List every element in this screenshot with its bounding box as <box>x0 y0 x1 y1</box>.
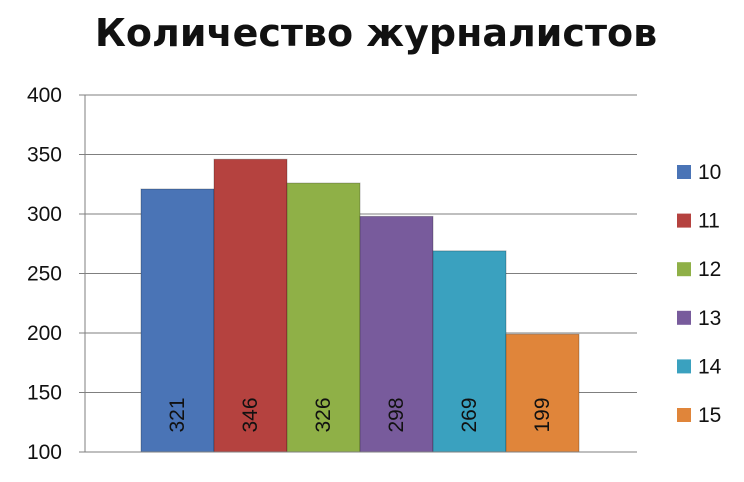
bar-14 <box>432 250 507 453</box>
bar-15 <box>505 333 580 453</box>
chart-title: Количество журналистов <box>95 11 657 55</box>
legend-label: 15 <box>698 404 721 427</box>
legend-label: 10 <box>698 161 721 184</box>
legend-swatch-13 <box>677 310 691 325</box>
y-tick-label: 100 <box>27 441 62 464</box>
bar-value-label: 326 <box>312 397 335 432</box>
legend-swatch-15 <box>677 408 691 422</box>
bar-value-label: 346 <box>239 397 262 432</box>
y-tick-label: 250 <box>27 263 62 286</box>
y-tick-label: 300 <box>27 203 62 226</box>
legend-swatch-10 <box>677 165 691 179</box>
bar-value-label: 321 <box>166 397 189 432</box>
legend-label: 11 <box>698 210 720 233</box>
legend-label: 12 <box>698 258 721 281</box>
bar-value-label: 199 <box>531 397 554 432</box>
bar-labels: 321 346 326 298 269 199 <box>166 397 554 432</box>
y-tick-label: 350 <box>27 144 62 167</box>
y-tick-label: 400 <box>27 84 62 107</box>
legend-label: 14 <box>698 355 722 378</box>
legend-swatch-11 <box>677 213 691 228</box>
bars <box>140 158 580 453</box>
bar-12 <box>286 182 361 453</box>
bar-value-label: 269 <box>458 397 481 432</box>
legend-swatch-14 <box>677 359 691 374</box>
y-tick-label: 150 <box>27 382 62 405</box>
legend: 10 11 12 13 14 15 <box>677 161 722 427</box>
legend-swatch-12 <box>677 262 691 277</box>
y-tick-label: 200 <box>27 322 62 345</box>
legend-label: 13 <box>698 307 721 330</box>
y-axis-ticks: 100 150 200 250 300 350 400 <box>27 84 62 464</box>
bar-value-label: 298 <box>385 397 408 432</box>
bar-13 <box>359 215 434 453</box>
axes <box>79 95 637 453</box>
